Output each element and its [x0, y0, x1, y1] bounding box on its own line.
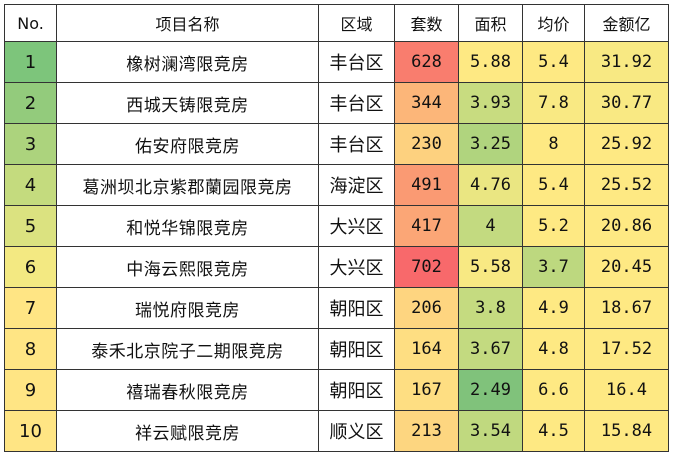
cell-area: 2.49: [458, 369, 523, 411]
cell-project-name: 佑安府限竞房: [56, 123, 319, 165]
cell-no: 6: [4, 246, 57, 288]
header-no: No.: [4, 4, 57, 42]
cell-area: 3.8: [458, 287, 523, 329]
header-row: No. 项目名称 区域 套数 面积 均价 金额亿: [4, 4, 669, 42]
cell-area: 5.88: [458, 41, 523, 83]
cell-area: 5.58: [458, 246, 523, 288]
cell-units: 167: [394, 369, 459, 411]
cell-avg-price: 5.4: [522, 164, 585, 206]
cell-area: 4: [458, 205, 523, 247]
cell-project-name: 泰禾北京院子二期限竞房: [56, 328, 319, 370]
cell-project-name: 祥云赋限竞房: [56, 410, 319, 452]
cell-project-name: 和悦华锦限竞房: [56, 205, 319, 247]
project-table: No. 项目名称 区域 套数 面积 均价 金额亿 1 橡树澜湾限竞房 丰台区 628 5…: [4, 4, 669, 452]
table-row: 9 禧瑞春秋限竞房 朝阳区 167 2.49 6.6 16.4: [4, 369, 669, 411]
header-avg-price: 均价: [522, 4, 585, 42]
cell-district: 大兴区: [318, 246, 395, 288]
cell-district: 丰台区: [318, 41, 395, 83]
cell-no: 4: [4, 164, 57, 206]
cell-avg-price: 7.8: [522, 82, 585, 124]
table-row: 7 瑞悦府限竞房 朝阳区 206 3.8 4.9 18.67: [4, 287, 669, 329]
cell-avg-price: 4.5: [522, 410, 585, 452]
cell-no: 10: [4, 410, 57, 452]
cell-no: 2: [4, 82, 57, 124]
cell-district: 顺义区: [318, 410, 395, 452]
cell-avg-price: 4.9: [522, 287, 585, 329]
cell-avg-price: 5.4: [522, 41, 585, 83]
cell-no: 7: [4, 287, 57, 329]
header-district: 区域: [318, 4, 395, 42]
cell-amount: 18.67: [584, 287, 669, 329]
cell-project-name: 葛洲坝北京紫郡蘭园限竞房: [56, 164, 319, 206]
table-row: 6 中海云熙限竞房 大兴区 702 5.58 3.7 20.45: [4, 246, 669, 288]
cell-amount: 30.77: [584, 82, 669, 124]
header-amount: 金额亿: [584, 4, 669, 42]
table-row: 2 西城天铸限竞房 丰台区 344 3.93 7.8 30.77: [4, 82, 669, 124]
cell-amount: 16.4: [584, 369, 669, 411]
cell-amount: 25.52: [584, 164, 669, 206]
cell-project-name: 瑞悦府限竞房: [56, 287, 319, 329]
cell-units: 164: [394, 328, 459, 370]
cell-avg-price: 4.8: [522, 328, 585, 370]
cell-avg-price: 3.7: [522, 246, 585, 288]
cell-area: 3.67: [458, 328, 523, 370]
cell-project-name: 中海云熙限竞房: [56, 246, 319, 288]
cell-district: 朝阳区: [318, 287, 395, 329]
table-row: 4 葛洲坝北京紫郡蘭园限竞房 海淀区 491 4.76 5.4 25.52: [4, 164, 669, 206]
cell-amount: 31.92: [584, 41, 669, 83]
cell-district: 丰台区: [318, 82, 395, 124]
cell-units: 230: [394, 123, 459, 165]
cell-units: 491: [394, 164, 459, 206]
cell-amount: 17.52: [584, 328, 669, 370]
cell-amount: 15.84: [584, 410, 669, 452]
cell-project-name: 禧瑞春秋限竞房: [56, 369, 319, 411]
cell-no: 8: [4, 328, 57, 370]
cell-area: 3.25: [458, 123, 523, 165]
table-row: 10 祥云赋限竞房 顺义区 213 3.54 4.5 15.84: [4, 410, 669, 452]
cell-units: 702: [394, 246, 459, 288]
table-body: 1 橡树澜湾限竞房 丰台区 628 5.88 5.4 31.92 2 西城天铸限竞房 丰台区 344…: [4, 41, 669, 452]
cell-amount: 20.45: [584, 246, 669, 288]
cell-no: 9: [4, 369, 57, 411]
cell-district: 朝阳区: [318, 369, 395, 411]
cell-no: 5: [4, 205, 57, 247]
cell-project-name: 橡树澜湾限竞房: [56, 41, 319, 83]
cell-project-name: 西城天铸限竞房: [56, 82, 319, 124]
cell-no: 1: [4, 41, 57, 83]
cell-units: 344: [394, 82, 459, 124]
cell-area: 3.54: [458, 410, 523, 452]
table-row: 5 和悦华锦限竞房 大兴区 417 4 5.2 20.86: [4, 205, 669, 247]
cell-avg-price: 5.2: [522, 205, 585, 247]
cell-units: 213: [394, 410, 459, 452]
cell-no: 3: [4, 123, 57, 165]
header-project-name: 项目名称: [56, 4, 319, 42]
cell-district: 丰台区: [318, 123, 395, 165]
cell-units: 417: [394, 205, 459, 247]
table-row: 3 佑安府限竞房 丰台区 230 3.25 8 25.92: [4, 123, 669, 165]
cell-district: 朝阳区: [318, 328, 395, 370]
cell-district: 海淀区: [318, 164, 395, 206]
header-units: 套数: [394, 4, 459, 42]
table-row: 1 橡树澜湾限竞房 丰台区 628 5.88 5.4 31.92: [4, 41, 669, 83]
cell-avg-price: 8: [522, 123, 585, 165]
cell-district: 大兴区: [318, 205, 395, 247]
cell-avg-price: 6.6: [522, 369, 585, 411]
cell-units: 628: [394, 41, 459, 83]
cell-area: 4.76: [458, 164, 523, 206]
cell-amount: 20.86: [584, 205, 669, 247]
table-row: 8 泰禾北京院子二期限竞房 朝阳区 164 3.67 4.8 17.52: [4, 328, 669, 370]
cell-amount: 25.92: [584, 123, 669, 165]
cell-units: 206: [394, 287, 459, 329]
header-area: 面积: [458, 4, 523, 42]
cell-area: 3.93: [458, 82, 523, 124]
